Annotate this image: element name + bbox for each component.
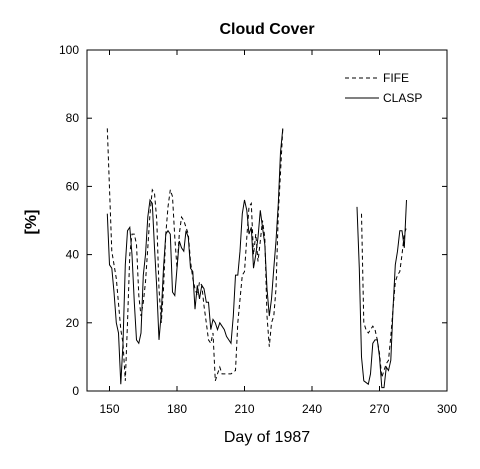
- series-line-fife: [106, 128, 284, 381]
- plot-area-frame: [86, 49, 448, 392]
- y-tick-label: 100: [59, 43, 79, 57]
- x-tick-label: 300: [437, 402, 457, 416]
- y-axis-label: [%]: [23, 210, 40, 235]
- series-line-fife: [361, 213, 407, 378]
- y-tick-label: 60: [66, 179, 80, 193]
- legend: FIFE CLASP: [345, 71, 422, 105]
- series-line-clasp: [106, 128, 284, 385]
- y-tick-label: 80: [66, 111, 80, 125]
- x-tick-label: 270: [369, 402, 389, 416]
- y-tick-label: 20: [66, 316, 80, 330]
- series-line-clasp: [356, 199, 407, 389]
- x-tick-label: 210: [234, 402, 254, 416]
- axes-layer: 150 180 210 240 270 300 0 20 40 60 80 100: [59, 43, 457, 416]
- x-axis-label: Day of 1987: [224, 429, 310, 446]
- series-layer: [106, 128, 407, 389]
- x-tick-label: 150: [99, 402, 119, 416]
- y-tick-label: 0: [72, 384, 79, 398]
- x-tick-label: 180: [167, 402, 187, 416]
- y-tick-label: 40: [66, 248, 80, 262]
- x-tick-label: 240: [302, 402, 322, 416]
- legend-label-clasp: CLASP: [383, 91, 422, 105]
- legend-label-fife: FIFE: [383, 71, 409, 85]
- chart-title: Cloud Cover: [219, 21, 314, 38]
